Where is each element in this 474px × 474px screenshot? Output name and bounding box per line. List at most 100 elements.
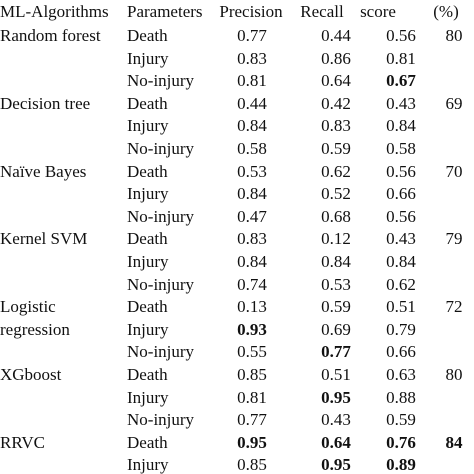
metric-value: 0.58 — [237, 139, 267, 158]
parameter: No-injury — [127, 139, 195, 158]
parameter: Death — [127, 432, 168, 452]
metric-value: 0.84 — [237, 252, 267, 271]
metric-value: 0.84 — [386, 116, 416, 136]
parameter: Death — [127, 161, 168, 181]
parameter: Injury — [127, 252, 169, 271]
algorithm-name: Logistic regression — [0, 297, 70, 340]
parameter: Injury — [127, 455, 169, 474]
metric-value: 0.85 — [237, 365, 267, 384]
parameter: No-injury — [127, 342, 195, 362]
accuracy: 72 — [445, 297, 463, 317]
header-cell: Precision — [219, 2, 283, 21]
algorithm-name: XGboost — [0, 365, 62, 384]
parameter: Injury — [127, 184, 169, 204]
algorithm-name: RRVC — [0, 432, 45, 452]
metric-value: 0.83 — [321, 116, 351, 136]
metric-value: 0.58 — [386, 139, 416, 158]
metric-value: 0.47 — [237, 206, 267, 226]
metric-value: 0.13 — [237, 297, 267, 317]
metric-value: 0.81 — [386, 48, 416, 68]
metric-value: 0.93 — [237, 319, 267, 339]
metric-value: 0.53 — [321, 274, 351, 294]
metric-value: 0.89 — [386, 455, 416, 474]
metric-value: 0.51 — [321, 365, 351, 384]
metric-value: 0.64 — [321, 71, 351, 91]
accuracy: 84 — [445, 432, 463, 452]
parameter: Death — [127, 365, 168, 384]
metric-value: 0.53 — [237, 161, 267, 181]
parameter: No-injury — [127, 71, 195, 91]
metric-value: 0.43 — [321, 410, 351, 430]
metric-value: 0.59 — [386, 410, 416, 430]
metric-value: 0.44 — [237, 93, 267, 113]
metric-value: 0.77 — [237, 26, 267, 45]
algorithm-name: Decision tree — [0, 93, 91, 113]
metric-value: 0.55 — [237, 342, 267, 362]
metric-value: 0.43 — [386, 93, 416, 113]
metric-value: 0.62 — [386, 274, 416, 294]
metric-value: 0.12 — [321, 229, 351, 249]
parameter: No-injury — [127, 274, 195, 294]
metric-value: 0.56 — [386, 206, 416, 226]
accuracy: 70 — [445, 161, 463, 181]
metric-value: 0.69 — [321, 319, 351, 339]
metric-value: 0.83 — [237, 48, 267, 68]
metric-value: 0.44 — [321, 26, 351, 45]
parameter: Injury — [127, 387, 169, 407]
metric-value: 0.76 — [386, 432, 416, 452]
metric-value: 0.84 — [386, 252, 416, 271]
metric-value: 0.68 — [321, 206, 351, 226]
metric-value: 0.85 — [237, 455, 267, 474]
metric-value: 0.66 — [386, 184, 416, 204]
metric-value: 0.56 — [386, 161, 416, 181]
header-cell: ML-Algorithms — [0, 2, 109, 21]
header-cell: (%) — [433, 2, 459, 21]
accuracy: 69 — [445, 93, 463, 113]
metric-value: 0.84 — [237, 116, 267, 136]
parameter: Death — [127, 229, 168, 249]
algorithm-name: Random forest — [0, 26, 101, 45]
metric-value: 0.66 — [386, 342, 416, 362]
metric-value: 0.74 — [237, 274, 267, 294]
algorithm-name: Kernel SVM — [0, 229, 88, 249]
metric-value: 0.59 — [321, 139, 351, 158]
metric-value: 0.95 — [321, 387, 351, 407]
accuracy: 79 — [445, 229, 463, 249]
header-cell: score — [360, 2, 396, 21]
metric-value: 0.51 — [386, 297, 416, 317]
metric-value: 0.77 — [237, 410, 267, 430]
parameter: Injury — [127, 116, 169, 136]
parameter: Death — [127, 26, 168, 45]
metric-value: 0.56 — [386, 26, 416, 45]
metric-value: 0.62 — [321, 161, 351, 181]
metric-value: 0.84 — [321, 252, 351, 271]
metric-value: 0.42 — [321, 93, 351, 113]
metric-value: 0.79 — [386, 319, 416, 339]
metric-value: 0.67 — [386, 71, 416, 91]
metric-value: 0.84 — [237, 184, 267, 204]
metric-value: 0.52 — [321, 184, 351, 204]
header-cell: Recall — [300, 2, 344, 21]
metric-value: 0.77 — [321, 342, 351, 362]
metric-value: 0.95 — [321, 455, 351, 474]
metric-value: 0.59 — [321, 297, 351, 317]
metric-value: 0.64 — [321, 432, 351, 452]
parameter: Injury — [127, 319, 169, 339]
accuracy: 80 — [445, 365, 463, 384]
metric-value: 0.81 — [237, 387, 267, 407]
metric-value: 0.95 — [237, 432, 267, 452]
accuracy: 80 — [445, 26, 463, 45]
parameter: Death — [127, 297, 168, 317]
parameter: Death — [127, 93, 168, 113]
parameter: No-injury — [127, 410, 195, 430]
metric-value: 0.63 — [386, 365, 416, 384]
algorithm-name: Naïve Bayes — [0, 161, 87, 181]
parameter: No-injury — [127, 206, 195, 226]
metric-value: 0.83 — [237, 229, 267, 249]
metric-value: 0.81 — [237, 71, 267, 91]
metric-value: 0.43 — [386, 229, 416, 249]
metric-value: 0.88 — [386, 387, 416, 407]
header-cell: Parameters — [127, 2, 203, 21]
metric-value: 0.86 — [321, 48, 351, 68]
